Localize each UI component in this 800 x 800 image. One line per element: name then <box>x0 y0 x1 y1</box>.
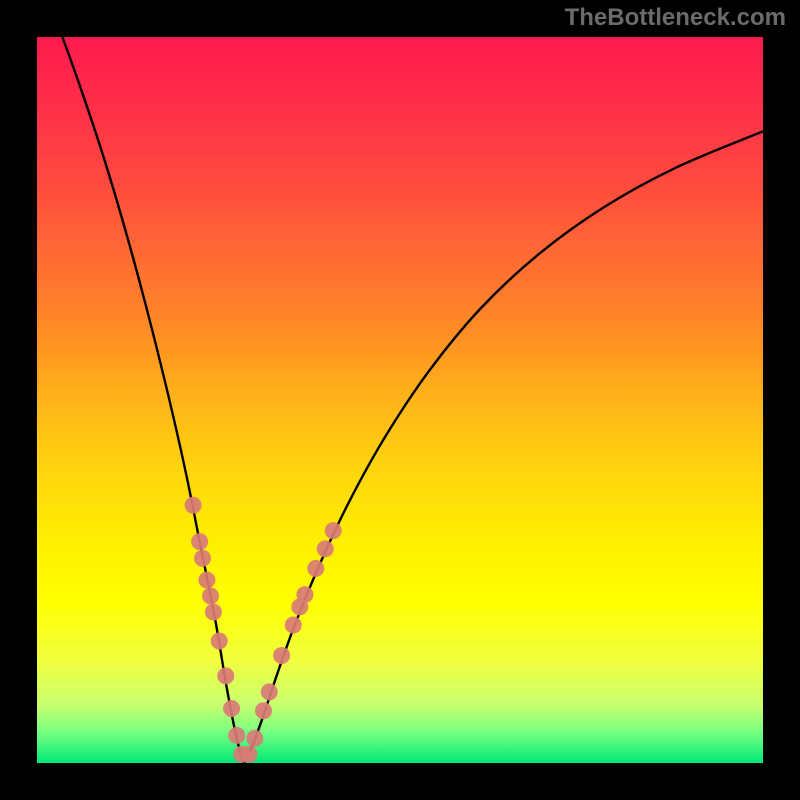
scatter-point <box>198 572 215 589</box>
scatter-point <box>217 667 234 684</box>
scatter-point <box>240 746 257 763</box>
scatter-point <box>211 633 228 650</box>
plot-svg <box>37 37 763 763</box>
watermark-text: TheBottleneck.com <box>565 4 786 32</box>
scatter-point <box>307 560 324 577</box>
chart-frame: TheBottleneck.com <box>0 0 800 800</box>
scatter-point <box>325 522 342 539</box>
scatter-point <box>246 730 263 747</box>
scatter-point <box>261 683 278 700</box>
scatter-point <box>296 586 313 603</box>
plot-area <box>37 37 763 763</box>
scatter-point <box>205 603 222 620</box>
scatter-point <box>228 727 245 744</box>
scatter-point <box>185 497 202 514</box>
scatter-point <box>317 540 334 557</box>
scatter-point <box>273 647 290 664</box>
scatter-point <box>223 700 240 717</box>
scatter-point <box>191 533 208 550</box>
scatter-point <box>285 617 302 634</box>
scatter-point <box>202 588 219 605</box>
scatter-point <box>255 702 272 719</box>
scatter-point <box>194 550 211 567</box>
gradient-background <box>37 37 763 763</box>
